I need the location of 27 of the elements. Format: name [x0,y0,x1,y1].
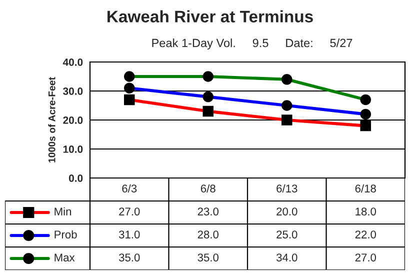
data-label: 27.0 [119,208,140,216]
data-label: 28.0 [198,230,219,238]
x-tick-label: 6/18 [355,184,376,192]
data-label: 27.0 [355,254,376,262]
data-label: 25.0 [276,230,298,238]
legend-label: Min [54,207,72,216]
chart-subtitle: Peak 1-Day Vol. 9.5 Date: 5/27 [152,38,352,50]
y-tick-label: 40.0 [62,58,83,66]
chart-title: Kaweah River at Terminus [108,10,313,22]
data-label: 31.0 [118,230,140,238]
x-tick-label: 6/13 [276,184,298,192]
legend-label: Max [54,254,75,262]
x-tick-label: 6/3 [122,184,137,192]
data-label: 35.0 [198,254,219,262]
data-label: 20.0 [276,208,298,216]
legend-label: Prob [54,230,77,238]
y-tick-label: 20.0 [63,116,83,124]
data-label: 34.0 [276,254,298,262]
x-tick-label: 6/8 [200,184,216,192]
y-tick-label: 30.0 [63,88,83,95]
y-tick-label: 10.0 [63,146,83,153]
y-tick-label: 0.0 [68,174,83,182]
data-label: 18.0 [356,208,376,216]
data-label: 22.0 [355,230,376,238]
y-axis-title: 1000s of Acre-Feet [48,77,56,162]
data-label: 35.0 [118,254,140,262]
data-label: 23.0 [198,208,219,216]
